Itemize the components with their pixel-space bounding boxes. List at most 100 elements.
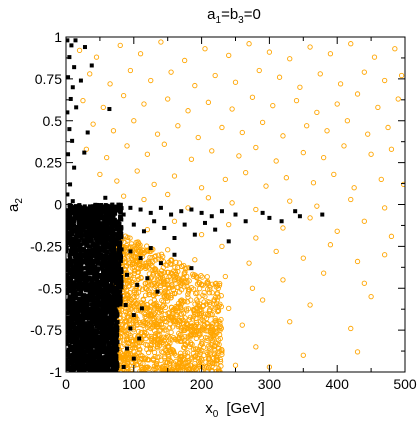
dense-point-orange — [218, 293, 224, 299]
dense-point-black — [108, 358, 113, 363]
dense-point-black — [83, 288, 88, 293]
dense-point-black — [68, 310, 73, 315]
dense-point-black — [82, 209, 87, 214]
dense-point-black — [81, 359, 86, 364]
dense-point-black — [96, 346, 101, 351]
data-point-black — [69, 43, 74, 48]
dense-point-orange — [175, 284, 181, 291]
dense-point-black — [96, 230, 101, 235]
dense-point-black — [68, 262, 73, 267]
dense-point-orange — [215, 367, 222, 372]
dense-point-orange — [185, 359, 191, 365]
dense-point-black — [68, 260, 73, 265]
data-point-orange — [314, 109, 320, 116]
dense-point-orange — [155, 332, 161, 339]
dense-point-black — [113, 313, 118, 318]
dense-point-black — [71, 243, 76, 248]
y-tick-label: -1 — [50, 364, 63, 380]
dense-point-orange — [208, 326, 214, 332]
dense-point-black — [93, 363, 98, 368]
dense-point-black — [90, 276, 95, 281]
dense-point-orange — [154, 364, 160, 370]
data-point-black — [267, 215, 272, 220]
data-point-orange — [327, 51, 334, 57]
dense-point-black — [99, 203, 104, 208]
dense-point-black — [87, 298, 92, 303]
dense-point-orange — [187, 325, 193, 331]
data-point-black — [70, 199, 75, 204]
dense-point-black — [119, 281, 124, 286]
dense-point-black — [78, 321, 83, 326]
dense-point-black — [110, 242, 115, 247]
dense-point-black — [70, 319, 75, 324]
dense-point-black — [77, 242, 82, 247]
dense-point-black — [78, 266, 83, 271]
data-point-orange — [171, 173, 178, 179]
dense-point-black — [96, 253, 101, 258]
dense-point-black — [110, 301, 115, 306]
dense-point-orange — [133, 239, 139, 246]
dense-point-black — [96, 362, 101, 367]
dense-point-black — [85, 348, 90, 353]
data-point-orange — [385, 124, 391, 131]
dense-point-orange — [142, 356, 148, 363]
dense-point-black — [87, 358, 92, 363]
data-point-black — [70, 138, 75, 143]
dense-point-black — [112, 334, 117, 339]
dense-point-black — [66, 229, 69, 234]
dense-point-black — [100, 340, 105, 345]
dense-point-black — [75, 361, 80, 366]
dense-point-black — [71, 258, 76, 263]
dense-point-black — [72, 251, 77, 256]
dense-point-black — [70, 340, 75, 345]
dense-point-black — [82, 332, 87, 337]
dense-point-orange — [132, 344, 138, 350]
dense-point-black — [80, 220, 85, 225]
dense-point-orange — [193, 273, 199, 279]
data-point-orange — [181, 57, 188, 64]
dense-point-black — [88, 292, 93, 297]
dense-point-black — [85, 256, 90, 261]
dense-point-black — [83, 340, 88, 345]
data-point-black — [74, 105, 79, 110]
data-point-orange — [239, 322, 245, 328]
dense-point-black — [91, 281, 96, 286]
dense-point-black — [107, 325, 112, 330]
dense-point-orange — [156, 315, 162, 321]
dense-point-black — [89, 307, 94, 312]
dense-point-orange — [190, 306, 196, 313]
dense-point-black — [86, 324, 91, 329]
dense-point-black — [112, 328, 117, 333]
title-a: a — [207, 6, 216, 23]
data-point-black — [152, 219, 157, 224]
dense-point-black — [107, 272, 112, 277]
dense-point-black — [95, 271, 100, 276]
dense-point-black — [88, 226, 93, 231]
dense-point-black — [86, 365, 91, 370]
dense-point-black — [97, 365, 102, 370]
dense-point-orange — [139, 330, 145, 336]
data-point-orange — [259, 297, 266, 303]
dense-point-orange — [215, 327, 221, 334]
dense-point-black — [67, 297, 72, 302]
dense-point-black — [88, 261, 93, 266]
dense-point-black — [109, 325, 114, 330]
dense-point-black — [88, 336, 93, 341]
dense-point-orange — [135, 344, 141, 350]
data-point-orange — [226, 52, 232, 59]
dense-point-black — [102, 335, 107, 340]
dense-point-black — [91, 364, 96, 369]
dense-point-black — [111, 276, 116, 281]
dense-point-black — [115, 299, 120, 304]
data-point-orange — [382, 77, 388, 84]
data-point-orange — [246, 260, 252, 266]
dense-point-black — [98, 282, 103, 287]
dense-point-black — [77, 226, 82, 231]
data-point-black — [125, 346, 130, 351]
data-point-orange — [137, 51, 144, 57]
dense-point-black — [111, 303, 116, 308]
dense-point-black — [75, 275, 80, 280]
dense-point-black — [108, 278, 113, 283]
dense-point-orange — [207, 306, 213, 313]
dense-point-black — [73, 245, 78, 250]
